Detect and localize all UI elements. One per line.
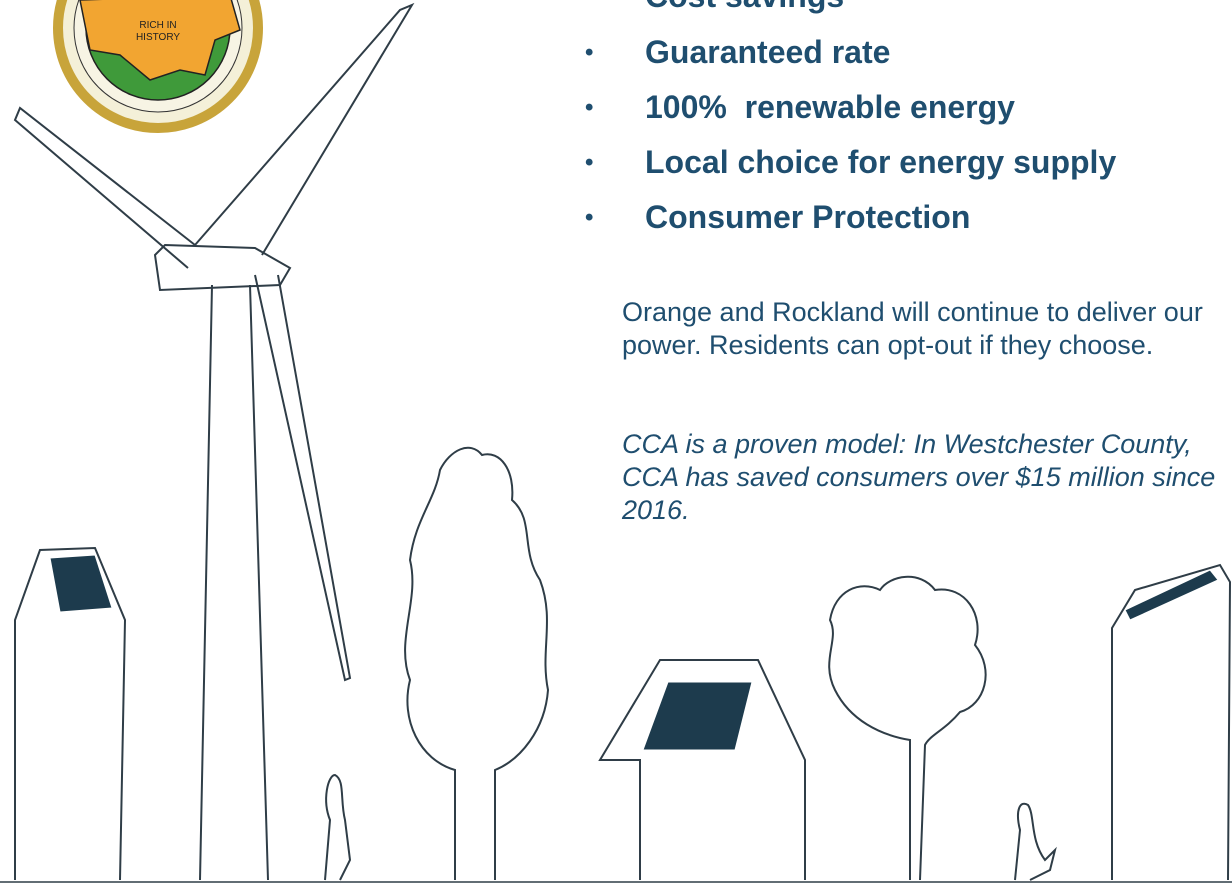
tree-middle bbox=[405, 448, 548, 880]
bullet-dot: • bbox=[585, 199, 645, 237]
house-right bbox=[1112, 565, 1230, 880]
paragraph: Orange and Rockland will continue to del… bbox=[622, 296, 1232, 362]
bullet-dot: • bbox=[585, 0, 645, 16]
note: CCA is a proven model: In Westchester Co… bbox=[622, 428, 1222, 527]
bullet: •Cost savings bbox=[585, 0, 844, 16]
wind-turbine bbox=[15, 5, 412, 880]
bullet-text: Local choice for energy supply bbox=[645, 144, 1116, 182]
bullet: •Consumer Protection bbox=[585, 199, 970, 237]
bullet-text: Guaranteed rate bbox=[645, 34, 890, 72]
bullet-text: Cost savings bbox=[645, 0, 844, 16]
logo: RICH IN HISTORY bbox=[58, 0, 258, 128]
logo-text: RICH IN bbox=[139, 20, 176, 31]
bullet-text: 100% renewable energy bbox=[645, 89, 1015, 127]
logo-text: HISTORY bbox=[136, 32, 180, 43]
bullet-dot: • bbox=[585, 89, 645, 127]
tree-right bbox=[829, 577, 985, 880]
house-middle bbox=[600, 660, 805, 880]
bullet-dot: • bbox=[585, 144, 645, 182]
bullet: •Local choice for energy supply bbox=[585, 144, 1116, 182]
house-left bbox=[15, 548, 125, 880]
bullet: •Guaranteed rate bbox=[585, 34, 890, 72]
bullet: •100% renewable energy bbox=[585, 89, 1015, 127]
people bbox=[325, 775, 1055, 880]
bullet-text: Consumer Protection bbox=[645, 199, 970, 237]
slide: RICH IN HISTORY •Cost savings •Guarantee… bbox=[0, 0, 1232, 889]
bullet-dot: • bbox=[585, 34, 645, 72]
